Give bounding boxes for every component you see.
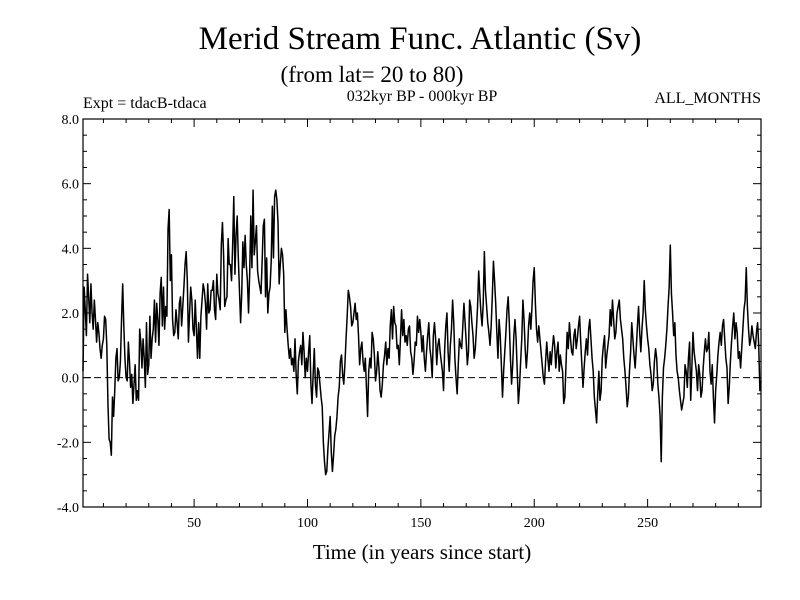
y-tick-label: -4.0 — [57, 501, 79, 516]
x-tick-label: 200 — [524, 516, 545, 531]
x-axis: 50 100 150 200 250 — [102, 119, 762, 531]
x-tick-label: 100 — [297, 516, 318, 531]
y-tick-label: -2.0 — [57, 436, 79, 451]
x-axis-label: Time (in years since start) — [313, 540, 532, 564]
x-tick-label: 250 — [637, 516, 658, 531]
period-label: 032kyr BP - 000kyr BP — [347, 88, 498, 105]
y-tick-label: 6.0 — [62, 178, 80, 193]
chart-title: Merid Stream Func. Atlantic (Sv) — [199, 21, 642, 57]
chart-subtitle: (from lat= 20 to 80) — [281, 62, 464, 87]
experiment-label: Expt = tdacB-tdaca — [83, 95, 207, 112]
plot-frame — [82, 118, 762, 508]
y-tick-label: 4.0 — [62, 242, 80, 257]
y-tick-label: 2.0 — [62, 307, 80, 322]
x-tick-label: 50 — [187, 516, 201, 531]
x-tick-label: 150 — [410, 516, 431, 531]
series-line — [82, 189, 762, 476]
months-label: ALL_MONTHS — [654, 90, 761, 107]
y-tick-label: 0.0 — [62, 372, 80, 387]
y-tick-label: 8.0 — [62, 113, 80, 128]
